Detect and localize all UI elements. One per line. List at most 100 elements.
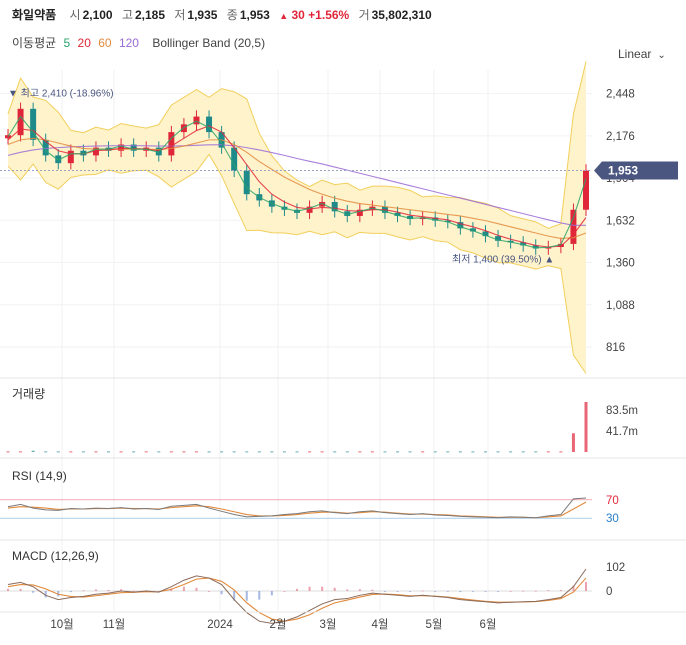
macd-histogram-bar: [44, 591, 47, 598]
volume-bar: [483, 451, 487, 453]
volume-bar: [408, 451, 412, 453]
macd-histogram-bar: [396, 591, 399, 592]
ma20-legend: 20: [77, 36, 91, 50]
volume-bar: [220, 451, 224, 453]
bollinger-legend[interactable]: Bollinger Band (20,5): [152, 36, 266, 50]
ma-label[interactable]: 이동평균: [12, 36, 57, 50]
candle-body: [583, 170, 589, 210]
candle-body: [80, 150, 87, 156]
volume-bar: [6, 451, 10, 453]
candle-body: [570, 209, 577, 244]
stock-name: 화일약품: [12, 8, 57, 22]
macd-panel-title: MACD (12,26,9): [12, 549, 99, 563]
macd-histogram-bar: [421, 590, 424, 592]
volume-bar: [458, 451, 462, 453]
change-value: 30: [291, 8, 305, 22]
price-tick-label: 1,632: [606, 215, 635, 227]
volume-bar: [282, 451, 286, 453]
macd-histogram-bar: [296, 588, 298, 591]
macd-histogram-bar: [446, 591, 449, 592]
macd-line: [7, 568, 587, 624]
ma5-legend: 5: [63, 36, 71, 50]
candle-body: [42, 139, 49, 156]
macd-histogram-bar: [19, 588, 22, 591]
candle-body: [532, 245, 539, 249]
volume-bar: [81, 451, 85, 453]
rsi-30-label: 30: [606, 513, 619, 525]
macd-histogram-bar: [7, 588, 9, 591]
close-value: 1,953: [239, 8, 270, 22]
volume-bar: [421, 451, 425, 453]
macd-histogram-bar: [308, 586, 311, 591]
candle-body: [92, 147, 99, 156]
candle-body: [118, 144, 125, 151]
volume-bar: [257, 451, 261, 453]
macd-histogram-bar: [270, 591, 273, 596]
xaxis-label: 2024: [207, 619, 233, 631]
volume-bar: [433, 451, 437, 453]
candle-body: [30, 108, 37, 140]
volume-bar: [107, 451, 111, 453]
ma120-line: [7, 144, 586, 226]
candle-body: [193, 116, 200, 125]
volume-bar: [295, 451, 299, 453]
volume-panel-title: 거래량: [12, 387, 45, 401]
macd-histogram-bar: [585, 581, 587, 591]
low-annotation: 최저 1,400 (39.50%) ▲: [452, 253, 554, 265]
ma5-line: [7, 115, 587, 249]
macd-histogram-bar: [69, 591, 72, 593]
current-price-tag: [594, 161, 678, 180]
macd-histogram-bar: [559, 589, 562, 591]
volume-bar: [546, 451, 550, 453]
macd-tick-label: 102: [606, 562, 625, 574]
volume-value: 35,802,310: [371, 8, 432, 22]
macd-histogram-bar: [132, 590, 135, 592]
chevron-down-icon: ⌄: [657, 50, 666, 61]
volume-bar: [345, 451, 349, 453]
volume-bar: [333, 451, 337, 453]
price-tick-label: 2,448: [606, 89, 635, 101]
macd-histogram-bar: [283, 591, 286, 592]
macd-histogram-bar: [195, 587, 198, 591]
price-tick-label: 1,360: [606, 258, 635, 270]
rsi-line: [7, 497, 587, 519]
macd-histogram-bar: [333, 587, 336, 591]
current-price-label: 1,953: [608, 163, 638, 177]
volume-label: 거: [358, 8, 370, 22]
macd-histogram-bar: [233, 591, 236, 601]
xaxis-label: 4월: [372, 618, 389, 631]
candle-body: [557, 243, 564, 247]
volume-bar: [358, 451, 362, 453]
candle-body: [407, 215, 414, 220]
high-annotation: ▼ 최고 2,410 (-18.96%): [8, 88, 114, 100]
volume-bar: [44, 451, 48, 453]
candle-body: [344, 211, 351, 216]
volume-tick-label: 83.5m: [606, 405, 638, 417]
candle-body: [331, 201, 338, 212]
candle-body: [180, 124, 187, 133]
scale-button[interactable]: Linear ⌄: [618, 47, 666, 61]
xaxis-label: 10월: [50, 618, 73, 631]
volume-bar: [144, 451, 148, 453]
macd-histogram-bar: [82, 590, 85, 592]
candle-body: [17, 108, 24, 136]
low-value: 1,935: [187, 8, 218, 22]
candle-body: [231, 147, 238, 171]
macd-histogram-bar: [208, 591, 211, 592]
high-value: 2,185: [134, 8, 166, 22]
candle-body: [168, 132, 175, 156]
macd-signal-line: [7, 577, 587, 622]
macd-histogram-bar: [220, 591, 223, 595]
macd-histogram-bar: [522, 590, 525, 592]
volume-bar: [559, 451, 563, 453]
macd-histogram-bar: [534, 590, 537, 592]
volume-bar: [94, 451, 98, 453]
macd-histogram-bar: [383, 591, 386, 592]
volume-bar: [496, 451, 500, 453]
macd-histogram-bar: [120, 589, 123, 591]
candle-body: [394, 212, 401, 216]
volume-bar: [19, 451, 23, 453]
candle-body: [495, 236, 502, 241]
candle-body: [356, 209, 363, 216]
